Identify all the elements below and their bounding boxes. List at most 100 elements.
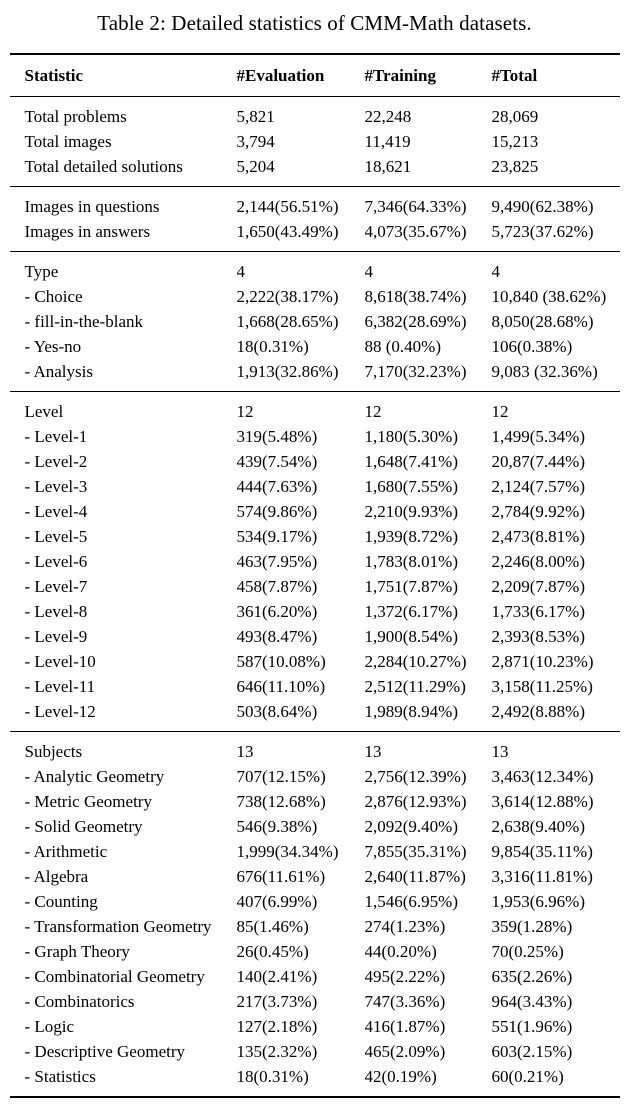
table-group: Type 4 4 4 - Choice 2,222(38.17%) 8,618(38.74%…: [9, 251, 620, 392]
table-row: - fill-in-the-blank 1,668(28.65%) 6,382(28…: [10, 309, 620, 334]
table-row: - Level-3 444(7.63%) 1,680(7.55%) 2,124(7.5…: [10, 474, 620, 499]
row-label: - Level-11: [24, 677, 96, 696]
cell-value: 3,316(11.81%): [491, 867, 593, 886]
table-row: - Level-6 463(7.95%) 1,783(8.01%) 2,246(8.0…: [10, 549, 620, 574]
cell-value: 2,246(8.00%): [491, 552, 585, 571]
row-label: - Analysis: [24, 362, 93, 381]
table-row: - Yes-no 18(0.31%) 88 (0.40%) 106(0.38%): [10, 334, 620, 359]
column-header: #Total: [491, 54, 620, 97]
row-label: - Level-2: [24, 452, 88, 471]
cell-value: 88 (0.40%): [364, 337, 441, 356]
cell-value: 18(0.31%): [236, 337, 309, 356]
cell-value: 60(0.21%): [491, 1067, 564, 1086]
cell-value: 1,783(8.01%): [364, 552, 458, 571]
cell-value: 13: [364, 742, 382, 761]
table-row: - Analysis 1,913(32.86%) 7,170(32.23%) 9,08…: [10, 359, 620, 392]
cell-value: 106(0.38%): [491, 337, 573, 356]
cell-value: 2,284(10.27%): [364, 652, 467, 671]
cell-value: 26(0.45%): [236, 942, 309, 961]
cell-value: 5,723(37.62%): [491, 222, 594, 241]
table-row: Subjects 13 13 13: [10, 732, 620, 765]
cell-value: 13: [491, 742, 509, 761]
table-row: Total problems 5,821 22,248 28,069: [10, 97, 620, 130]
cell-value: 12: [236, 402, 254, 421]
cell-value: 3,463(12.34%): [491, 767, 594, 786]
cell-value: 70(0.25%): [491, 942, 564, 961]
cell-value: 1,372(6.17%): [364, 602, 458, 621]
cell-value: 135(2.32%): [236, 1042, 318, 1061]
cell-value: 707(12.15%): [236, 767, 326, 786]
cell-value: 1,648(7.41%): [364, 452, 458, 471]
cell-value: 676(11.61%): [236, 867, 326, 886]
cell-value: 503(8.64%): [236, 702, 318, 721]
cell-value: 359(1.28%): [491, 917, 573, 936]
cell-value: 2,144(56.51%): [236, 197, 339, 216]
table-header-row: Statistic #Evaluation #Training #Total: [9, 54, 620, 97]
cell-value: 10,840 (38.62%): [491, 287, 607, 306]
table-row: - Choice 2,222(38.17%) 8,618(38.74%) 10,840…: [10, 284, 620, 309]
cell-value: 1,913(32.86%): [236, 362, 339, 381]
cell-value: 551(1.96%): [491, 1017, 573, 1036]
row-label: Total problems: [24, 107, 127, 126]
cell-value: 2,638(9.40%): [491, 817, 585, 836]
cell-value: 458(7.87%): [236, 577, 318, 596]
cell-value: 5,821: [236, 107, 275, 126]
cell-value: 4,073(35.67%): [364, 222, 467, 241]
row-label: - Level-8: [24, 602, 88, 621]
row-label: - Level-3: [24, 477, 88, 496]
table-row: - Level-10 587(10.08%) 2,284(10.27%) 2,871(…: [10, 649, 620, 674]
table-row: - Level-5 534(9.17%) 1,939(8.72%) 2,473(8.8…: [10, 524, 620, 549]
row-label: - Transformation Geometry: [24, 917, 212, 936]
column-header: Statistic: [9, 54, 237, 97]
cell-value: 2,876(12.93%): [364, 792, 467, 811]
cell-value: 18(0.31%): [236, 1067, 309, 1086]
table-row: Total detailed solutions 5,204 18,621 23,82…: [10, 154, 620, 187]
row-label: - Descriptive Geometry: [24, 1042, 186, 1061]
table-group: Subjects 13 13 13 - Analytic Geometry 707(12.…: [9, 731, 620, 1098]
table-row: - Level-7 458(7.87%) 1,751(7.87%) 2,209(7.8…: [10, 574, 620, 599]
cell-value: 361(6.20%): [236, 602, 318, 621]
cell-value: 964(3.43%): [491, 992, 573, 1011]
cell-value: 11,419: [364, 132, 411, 151]
column-header: #Evaluation: [236, 54, 365, 97]
table-row: - Arithmetic 1,999(34.34%) 7,855(35.31%) 9,…: [10, 839, 620, 864]
row-label: - Graph Theory: [24, 942, 130, 961]
cell-value: 587(10.08%): [236, 652, 326, 671]
cell-value: 217(3.73%): [236, 992, 318, 1011]
cell-value: 20,87(7.44%): [491, 452, 585, 471]
table-row: - Level-8 361(6.20%) 1,372(6.17%) 1,733(6.1…: [10, 599, 620, 624]
row-label: - Logic: [24, 1017, 75, 1036]
cell-value: 2,492(8.88%): [491, 702, 585, 721]
cell-value: 15,213: [491, 132, 539, 151]
row-label: - Yes-no: [24, 337, 82, 356]
stats-table: Statistic #Evaluation #Training #Total Total…: [9, 53, 620, 1098]
cell-value: 274(1.23%): [364, 917, 446, 936]
cell-value: 9,083 (32.36%): [491, 362, 598, 381]
cell-value: 319(5.48%): [236, 427, 318, 446]
row-label: - Level-6: [24, 552, 88, 571]
row-label: - Combinatorics: [24, 992, 135, 1011]
cell-value: 2,784(9.92%): [491, 502, 585, 521]
cell-value: 7,855(35.31%): [364, 842, 467, 861]
cell-value: 140(2.41%): [236, 967, 318, 986]
cell-value: 6,382(28.69%): [364, 312, 467, 331]
row-label: Type: [24, 262, 59, 281]
row-label: - Level-5: [24, 527, 88, 546]
cell-value: 4: [491, 262, 501, 281]
cell-value: 1,680(7.55%): [364, 477, 458, 496]
cell-value: 646(11.10%): [236, 677, 326, 696]
table-group: Level 12 12 12 - Level-1 319(5.48%) 1,180(5.30…: [9, 391, 620, 732]
row-label: - Level-10: [24, 652, 96, 671]
cell-value: 2,210(9.93%): [364, 502, 458, 521]
table-row: - Level-2 439(7.54%) 1,648(7.41%) 20,87(7.4…: [10, 449, 620, 474]
cell-value: 1,939(8.72%): [364, 527, 458, 546]
row-label: - Algebra: [24, 867, 89, 886]
cell-value: 534(9.17%): [236, 527, 318, 546]
row-label: - Solid Geometry: [24, 817, 143, 836]
table-row: - Logic 127(2.18%) 416(1.87%) 551(1.96%): [10, 1014, 620, 1039]
cell-value: 5,204: [236, 157, 275, 176]
row-label: Subjects: [24, 742, 83, 761]
column-header: #Training: [364, 54, 492, 97]
cell-value: 13: [236, 742, 254, 761]
